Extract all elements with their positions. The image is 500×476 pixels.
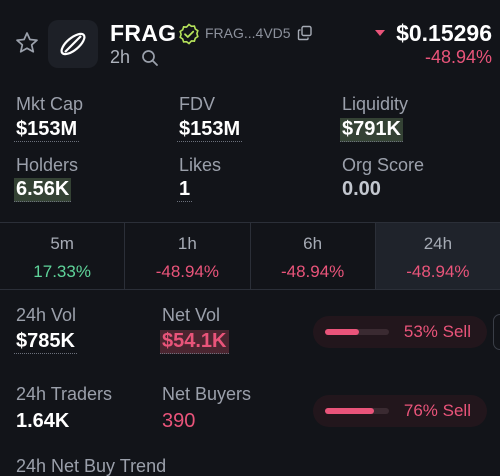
price-change: -48.94%: [424, 47, 492, 67]
mkt-cap-label: Mkt Cap: [16, 94, 84, 114]
liquidity-value[interactable]: $791K: [340, 118, 403, 142]
vol-label: 24h Vol: [16, 305, 77, 325]
tab-24h[interactable]: 24h -48.94%: [375, 223, 500, 289]
likes-label: Likes: [179, 155, 222, 175]
verified-icon: [178, 23, 200, 45]
price-down-icon: [375, 30, 385, 36]
traders-sell-track: [325, 408, 389, 414]
tab-change: -48.94%: [280, 262, 345, 281]
token-address[interactable]: FRAG...4VD5: [205, 25, 291, 41]
net-vol-label: Net Vol: [162, 305, 221, 325]
copy-icon[interactable]: [297, 25, 313, 41]
vol-sell-track: [325, 329, 389, 335]
likes-value[interactable]: 1: [177, 178, 193, 202]
traders-value: 1.64K: [16, 410, 70, 432]
holders-label: Holders: [16, 155, 79, 175]
vol-sell-fill: [325, 329, 359, 335]
net-buyers-label: Net Buyers: [162, 384, 252, 404]
org-score-value: 0.00: [342, 178, 381, 200]
tab-label: 6h: [303, 234, 323, 253]
traders-sell-fill: [325, 408, 374, 414]
token-price: $0.15296: [396, 20, 492, 46]
token-name: FRAG: [110, 20, 177, 46]
token-age: 2h: [110, 47, 131, 67]
holders-value[interactable]: 6.56K: [14, 178, 72, 202]
fdv-value[interactable]: $153M: [177, 118, 243, 142]
tab-change: -48.94%: [406, 262, 470, 281]
timeframe-tabs: 5m 17.33% 1h -48.94% 6h -48.94% 24h -48.…: [0, 222, 500, 290]
net-buyers-value: 390: [162, 410, 196, 432]
net-buy-trend-label: 24h Net Buy Trend: [16, 456, 167, 476]
star-icon[interactable]: [14, 30, 40, 56]
tab-5m[interactable]: 5m 17.33%: [0, 223, 126, 289]
expand-handle[interactable]: [493, 314, 500, 350]
traders-sell-text: 76% Sell: [403, 401, 471, 420]
tab-label: 5m: [50, 234, 74, 253]
tab-6h[interactable]: 6h -48.94%: [251, 223, 376, 289]
traders-label: 24h Traders: [16, 384, 113, 404]
vol-sell-indicator: 53% Sell: [313, 316, 487, 348]
org-score-label: Org Score: [342, 155, 425, 175]
vol-sell-text: 53% Sell: [403, 322, 471, 341]
traders-sell-indicator: 76% Sell: [313, 395, 487, 427]
fdv-label: FDV: [179, 94, 215, 114]
mkt-cap-value[interactable]: $153M: [14, 118, 80, 142]
tab-1h[interactable]: 1h -48.94%: [125, 223, 251, 289]
tab-label: 24h: [423, 234, 453, 253]
search-icon[interactable]: [141, 49, 159, 67]
net-vol-value[interactable]: $54.1K: [160, 330, 229, 354]
tab-change: -48.94%: [155, 262, 220, 281]
tab-label: 1h: [177, 234, 197, 253]
liquidity-label: Liquidity: [342, 94, 409, 114]
token-logo-icon: [48, 20, 98, 68]
tab-change: 17.33%: [33, 262, 91, 281]
vol-value[interactable]: $785K: [14, 330, 77, 354]
